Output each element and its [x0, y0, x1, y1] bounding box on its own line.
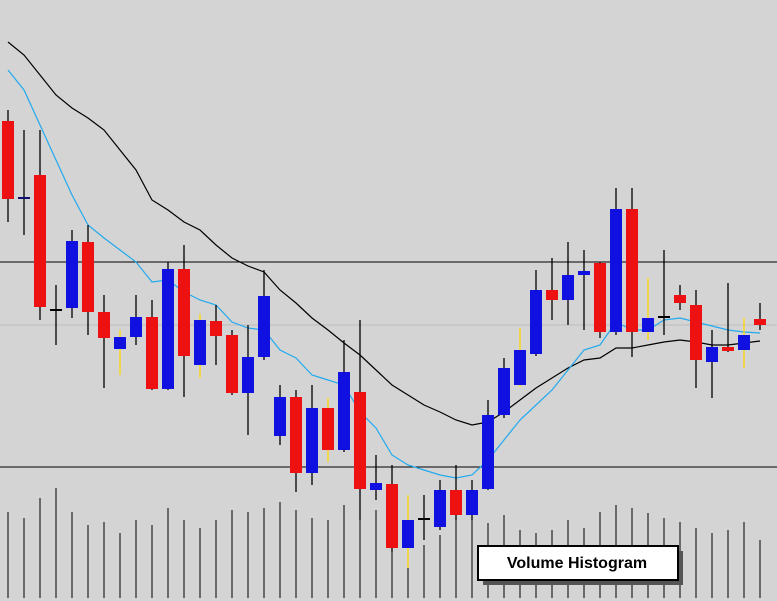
- candle-body: [146, 317, 158, 389]
- candle-body: [466, 490, 478, 515]
- candle-body: [290, 397, 302, 473]
- candle-body: [658, 316, 670, 318]
- candle-body: [306, 408, 318, 473]
- candle-body: [210, 321, 222, 336]
- candle-body: [50, 309, 62, 311]
- candle-body: [578, 271, 590, 275]
- volume-title: Volume Histogram: [507, 555, 647, 572]
- volume-bars: [7, 488, 761, 598]
- candle-body: [450, 490, 462, 515]
- candle-body: [690, 305, 702, 360]
- candle-body: [642, 318, 654, 332]
- candle-body: [178, 269, 190, 356]
- candle-body: [738, 335, 750, 350]
- candle-body: [322, 408, 334, 450]
- candle-body: [130, 317, 142, 337]
- candle-body: [482, 415, 494, 489]
- candle-body: [402, 520, 414, 548]
- candle-body: [562, 275, 574, 300]
- candle-body: [530, 290, 542, 354]
- candle-body: [674, 295, 686, 303]
- candle-body: [498, 368, 510, 415]
- candle-body: [242, 357, 254, 393]
- candle-body: [194, 320, 206, 365]
- candle-body: [258, 296, 270, 357]
- candle-body: [418, 518, 430, 520]
- candle-body: [18, 197, 30, 199]
- candle-body: [354, 392, 366, 489]
- candle-body: [34, 175, 46, 307]
- candle-body: [66, 241, 78, 308]
- candle-body: [226, 335, 238, 393]
- candle-body: [626, 209, 638, 332]
- candle-body: [162, 269, 174, 389]
- candle-body: [114, 337, 126, 349]
- candle-body: [82, 242, 94, 312]
- candle-body: [434, 490, 446, 527]
- candle-body: [2, 121, 14, 199]
- candle-body: [370, 483, 382, 490]
- label-box: [477, 545, 679, 581]
- candle-body: [546, 290, 558, 300]
- volume-label: Volume Histogram: [477, 545, 683, 585]
- candle-body: [386, 484, 398, 548]
- candle-body: [610, 209, 622, 332]
- candle-body: [706, 347, 718, 362]
- candle-body: [338, 372, 350, 450]
- candle-body: [594, 263, 606, 332]
- moving-average: [7, 41, 761, 426]
- candle-body: [514, 350, 526, 385]
- candle-body: [722, 347, 734, 351]
- candle-body: [98, 312, 110, 338]
- candles: [2, 110, 766, 568]
- candle-body: [274, 397, 286, 436]
- candle-body: [754, 319, 766, 325]
